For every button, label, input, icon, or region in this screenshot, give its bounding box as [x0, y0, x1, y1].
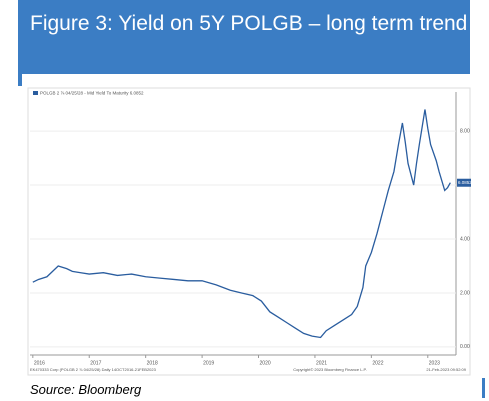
x-tick-label: 2023 — [429, 360, 440, 366]
last-value-label: 6.0852 — [458, 180, 472, 185]
x-tick-label: 2020 — [260, 360, 271, 366]
figure-title: Figure 3: Yield on 5Y POLGB – long term … — [18, 0, 470, 74]
x-tick-label: 2021 — [316, 360, 327, 366]
y-tick-label: 8.00 — [460, 128, 470, 134]
x-tick-label: 2016 — [34, 360, 45, 366]
footer: 21-Feb-2023 09:52:09 — [426, 367, 466, 372]
x-tick-label: 2022 — [372, 360, 383, 366]
source: Source: Bloomberg — [30, 382, 142, 397]
x-tick-label: 2018 — [147, 360, 158, 366]
legend-swatch — [33, 91, 38, 95]
y-tick-label: 2.00 — [460, 290, 470, 296]
x-tick-label: 2017 — [90, 360, 101, 366]
line — [32, 109, 451, 339]
last-value-box — [457, 178, 471, 187]
y-tick-label: 0.00 — [460, 344, 470, 350]
chart-frame — [27, 87, 471, 376]
y-tick-label: 4.00 — [460, 236, 470, 242]
legend-label: POLGB 2 ⅞ 04/25/28 - Mid Yield To Maturi… — [40, 91, 144, 96]
footer: Copyright© 2023 Bloomberg Finance L.P. — [293, 367, 367, 372]
x-tick-label: 2019 — [203, 360, 214, 366]
footer: EK470333 Corp (POLGB 2 ⅞ 04/25/28) Daily… — [30, 367, 157, 372]
accent-bar — [482, 378, 485, 398]
accent-bar — [18, 74, 22, 86]
